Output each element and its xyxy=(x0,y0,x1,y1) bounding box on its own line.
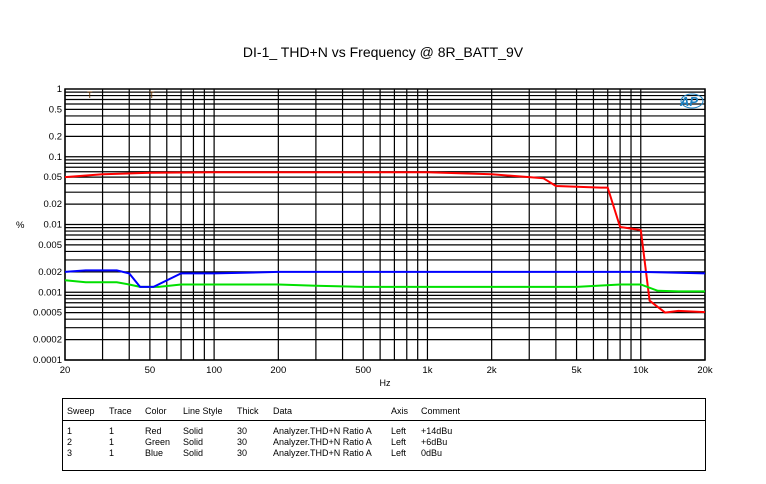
series-line-+6dBu xyxy=(64,279,705,293)
legend-table: Sweep Trace Color Line Style Thick Data Axis Co… xyxy=(62,398,706,471)
x-tick-label: 200 xyxy=(270,365,286,376)
legend-cell: 3 xyxy=(67,448,73,458)
x-tick-label: 5k xyxy=(572,365,582,376)
plot-frame xyxy=(64,88,706,361)
y-tick-label: 0.02 xyxy=(44,199,63,210)
y-tick-label: 0.001 xyxy=(38,287,62,298)
legend-cell: Analyzer.THD+N Ratio A xyxy=(273,448,372,458)
legend-cell: Left xyxy=(391,426,407,436)
legend-header-cell: Line Style xyxy=(183,406,223,416)
y-tick-label: 0.05 xyxy=(44,172,63,183)
y-tick-label: 0.0001 xyxy=(33,355,62,366)
legend-cell: Solid xyxy=(183,426,204,436)
series-line-+14dBu xyxy=(64,171,706,314)
y-tick-label: 0.5 xyxy=(49,104,62,115)
legend-header-cell: Comment xyxy=(421,406,461,416)
legend-cell: Solid xyxy=(183,437,204,447)
legend-header-cell: Color xyxy=(145,406,167,416)
legend-cell: +6dBu xyxy=(421,437,448,447)
cursor-marker: T xyxy=(87,90,93,100)
legend-header: Sweep Trace Color Line Style Thick Data Axis Co… xyxy=(63,399,705,421)
y-tick-label: 1 xyxy=(57,84,62,95)
y-tick-label: 0.0005 xyxy=(33,308,62,319)
legend-cell: Left xyxy=(391,437,407,447)
y-tick-label: 0.005 xyxy=(38,240,62,251)
ap-logo: AP xyxy=(679,94,698,109)
x-tick-label: 1k xyxy=(422,365,432,376)
legend-cell: Left xyxy=(391,448,407,458)
legend-cell: 0dBu xyxy=(421,448,443,458)
legend-cell: 30 xyxy=(237,437,248,447)
y-tick-label: 0.1 xyxy=(49,152,62,163)
legend-header-cell: Sweep xyxy=(67,406,95,416)
x-tick-label: 100 xyxy=(206,365,222,376)
series-line-0dBu xyxy=(64,269,706,288)
legend-cell: 30 xyxy=(237,448,248,458)
legend-cell: 1 xyxy=(109,437,115,447)
legend-header-cell: Data xyxy=(273,406,293,416)
y-tick-label: 0.0002 xyxy=(33,335,62,346)
legend-cell: 2 xyxy=(67,437,73,447)
legend-cell: Red xyxy=(145,426,162,436)
legend-cell: Analyzer.THD+N Ratio A xyxy=(273,426,372,436)
y-tick-label: 0.01 xyxy=(44,220,63,231)
x-axis-label: Hz xyxy=(380,378,391,388)
legend-cell: Green xyxy=(145,437,171,447)
legend-header-cell: Thick xyxy=(237,406,259,416)
x-tick-label: 50 xyxy=(145,365,156,376)
x-tick-label: 20k xyxy=(697,365,713,376)
legend-header-cell: Trace xyxy=(109,406,132,416)
legend-cell: Blue xyxy=(145,448,164,458)
legend-cell: 30 xyxy=(237,426,248,436)
x-tick-label: 2k xyxy=(487,365,497,376)
legend-cell: 1 xyxy=(67,426,73,436)
legend-cell: Analyzer.THD+N Ratio A xyxy=(273,437,372,447)
x-tick-label: 10k xyxy=(633,365,649,376)
y-axis-label: % xyxy=(16,220,25,231)
legend-cell: 1 xyxy=(109,426,115,436)
chart-title: DI-1_ THD+N vs Frequency @ 8R_BATT_9V xyxy=(242,44,524,60)
y-tick-label: 0.002 xyxy=(38,267,62,278)
cursor-marker: T xyxy=(149,90,155,100)
legend-header-cell: Axis xyxy=(391,406,409,416)
legend-cell: 1 xyxy=(109,448,115,458)
ap-logo-ring xyxy=(680,93,704,109)
legend-cell: Solid xyxy=(183,448,204,458)
legend-cell: +14dBu xyxy=(421,426,453,436)
y-tick-label: 0.2 xyxy=(49,131,62,142)
thd-chart: 1 0.5 0.2 0.1 0.05 0.02 0.01 0.005 0.002 0.001 0.0… xyxy=(16,84,713,388)
x-tick-label: 20 xyxy=(60,365,71,376)
x-tick-label: 500 xyxy=(355,365,371,376)
